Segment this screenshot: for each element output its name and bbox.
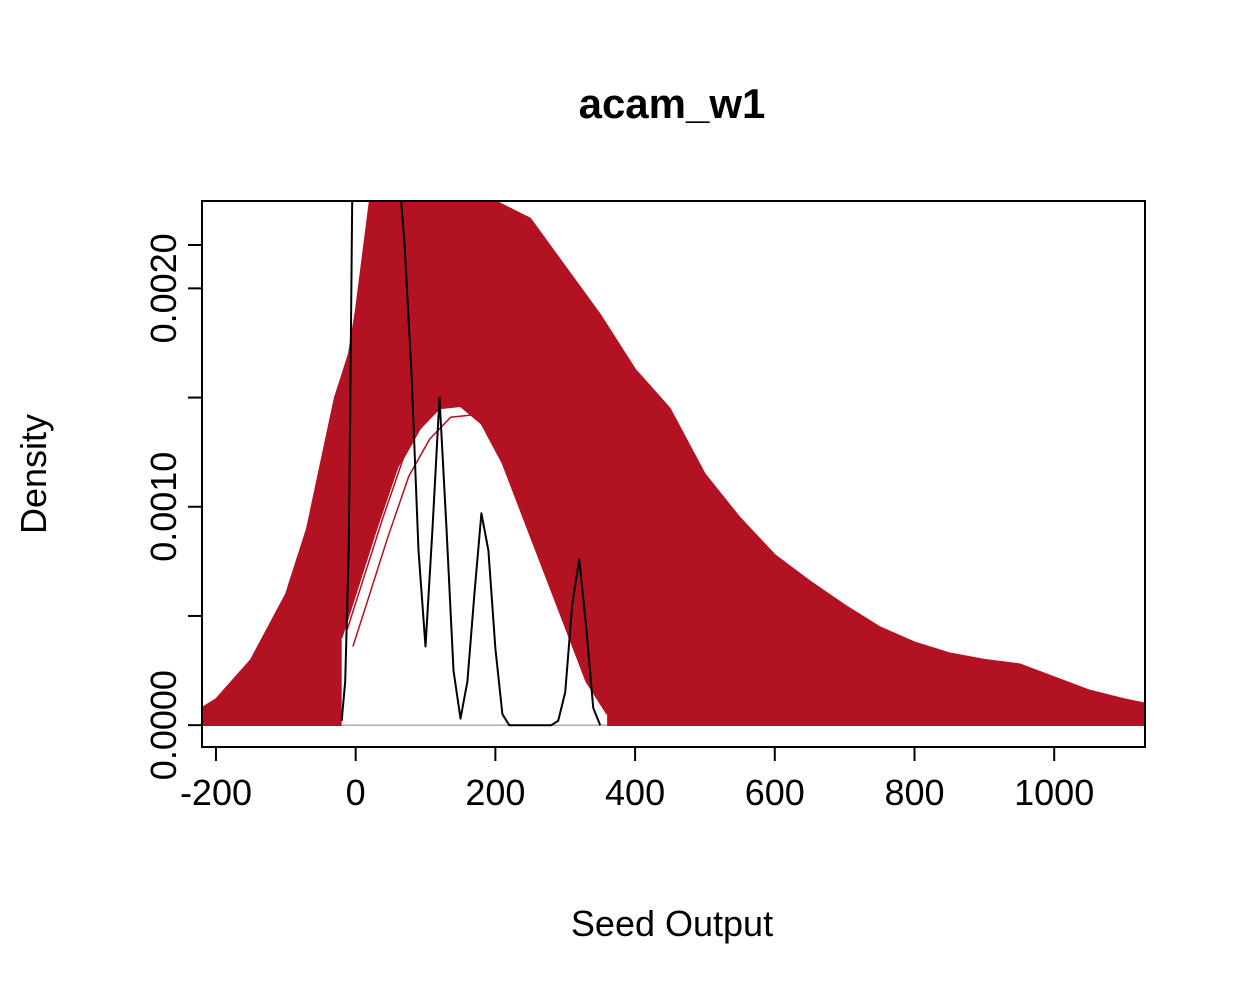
- y-tick-label: 0.0000: [143, 670, 184, 780]
- simulated-density-line: [346, 396, 614, 706]
- plot-area: [202, 201, 1145, 727]
- x-tick-label: -200: [180, 772, 252, 813]
- y-axis: 0.0000 0.0010 0.0020: [143, 233, 203, 780]
- x-axis: -200 0 200 400 600 800 1000: [180, 746, 1094, 813]
- x-tick-label: 800: [884, 772, 944, 813]
- y-tick-label: 0.0010: [143, 452, 184, 562]
- x-axis-label: Seed Output: [571, 903, 773, 944]
- x-tick-label: 600: [745, 772, 805, 813]
- x-tick-label: 400: [605, 772, 665, 813]
- observed-density-line: [340, 201, 602, 727]
- y-axis-label: Density: [13, 414, 54, 534]
- x-tick-label: 200: [465, 772, 525, 813]
- inner-gap-area: [341, 406, 608, 726]
- x-tick-label: 1000: [1014, 772, 1094, 813]
- y-tick-label: 0.0020: [143, 233, 184, 343]
- simulated-density-line: [352, 414, 619, 724]
- x-tick-label: 0: [346, 772, 366, 813]
- chart-title: acam_w1: [579, 80, 766, 127]
